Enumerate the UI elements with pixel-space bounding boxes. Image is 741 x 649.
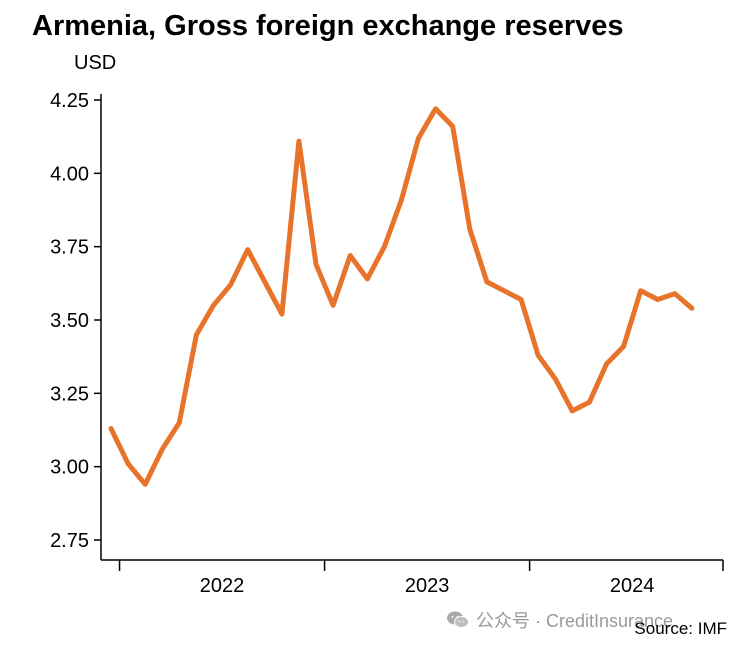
wechat-icon: [447, 611, 469, 628]
watermark-text: 公众号 · CreditInsurance: [476, 611, 674, 631]
series-line: [108, 106, 695, 487]
x-tick-label: 2022: [200, 575, 245, 597]
chart-series: [108, 106, 695, 487]
y-tick-label: 3.25: [50, 383, 89, 405]
y-tick-label: 3.75: [50, 237, 89, 259]
chart-title: Armenia, Gross foreign exchange reserves: [32, 10, 624, 42]
x-tick-label: 2024: [610, 575, 655, 597]
y-tick-label: 3.00: [50, 457, 89, 479]
y-tick-label: 4.00: [50, 163, 89, 185]
watermark: 公众号 · CreditInsurance: [446, 607, 673, 633]
y-tick-label: 4.25: [50, 90, 89, 112]
y-tick-label: 3.50: [50, 310, 89, 332]
x-tick-label: 2023: [405, 575, 450, 597]
chart-axes: 2.75 3.00 3.25 3.50 3.75 4.00 4.25 2022 2023 2024: [50, 90, 724, 597]
source-note: Source: IMF: [634, 619, 727, 638]
y-tick-label: 2.75: [50, 530, 89, 552]
y-axis-unit-label: USD: [74, 52, 117, 74]
